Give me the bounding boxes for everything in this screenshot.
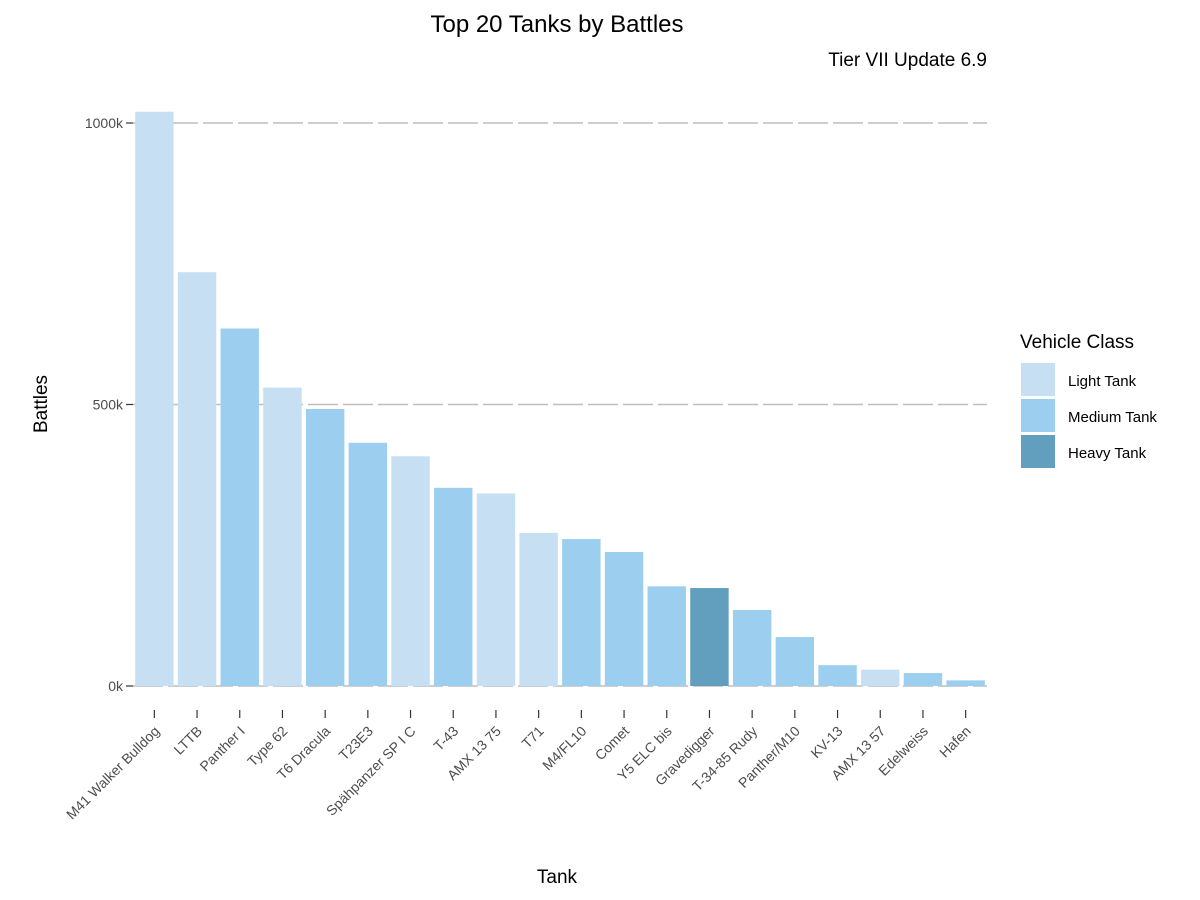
x-tick-label: T-43 bbox=[430, 723, 461, 754]
bar bbox=[476, 493, 516, 686]
y-axis: 0k 500k 1000k bbox=[85, 115, 133, 694]
legend-items: Light Tank Medium Tank Heavy Tank bbox=[1021, 363, 1157, 468]
legend-swatch-heavy bbox=[1021, 435, 1055, 468]
bar bbox=[391, 456, 430, 686]
bar bbox=[562, 539, 601, 686]
chart-title: Top 20 Tanks by Battles bbox=[430, 11, 683, 38]
y-tick-label: 500k bbox=[93, 397, 124, 413]
bar bbox=[690, 588, 729, 686]
y-axis-title: Battles bbox=[31, 375, 52, 433]
bar bbox=[732, 609, 772, 686]
legend-label-light: Light Tank bbox=[1068, 373, 1137, 390]
chart-subtitle: Tier VII Update 6.9 bbox=[828, 50, 987, 71]
legend-label-medium: Medium Tank bbox=[1068, 409, 1157, 426]
bar bbox=[818, 665, 857, 686]
bars bbox=[135, 111, 985, 687]
legend-title: Vehicle Class bbox=[1020, 332, 1134, 353]
legend-label-heavy: Heavy Tank bbox=[1068, 445, 1147, 462]
bar bbox=[305, 409, 345, 686]
bar bbox=[135, 111, 174, 687]
bar bbox=[647, 586, 686, 686]
x-tick-label: Hafen bbox=[936, 723, 974, 761]
bar bbox=[946, 680, 985, 686]
gridlines bbox=[133, 122, 987, 687]
bar bbox=[220, 328, 259, 686]
y-tick-label: 0k bbox=[108, 678, 124, 694]
bar bbox=[519, 532, 558, 686]
legend-swatch-light bbox=[1021, 363, 1055, 396]
bar bbox=[861, 669, 900, 686]
x-axis-title: Tank bbox=[537, 867, 578, 888]
x-tick-label: Panther I bbox=[196, 723, 247, 774]
legend-swatch-medium bbox=[1021, 399, 1055, 432]
bar bbox=[177, 272, 217, 686]
bar bbox=[263, 387, 302, 686]
y-tick-label: 1000k bbox=[85, 115, 124, 131]
x-tick-label: LTTB bbox=[170, 723, 205, 758]
x-tick-label: T71 bbox=[518, 723, 547, 752]
x-tick-label: M4/FL10 bbox=[539, 723, 590, 774]
x-tick-label: KV-13 bbox=[807, 723, 845, 761]
bar bbox=[604, 552, 644, 686]
bar bbox=[775, 637, 815, 686]
bar bbox=[903, 673, 943, 686]
bar bbox=[434, 487, 473, 686]
x-tick-label: Comet bbox=[592, 723, 633, 764]
bar bbox=[348, 442, 388, 686]
x-tick-label: M41 Walker Bulldog bbox=[63, 723, 163, 823]
x-tick-label: T23E3 bbox=[335, 723, 376, 764]
legend: Vehicle Class Light Tank Medium Tank Heavy… bbox=[1020, 332, 1157, 468]
